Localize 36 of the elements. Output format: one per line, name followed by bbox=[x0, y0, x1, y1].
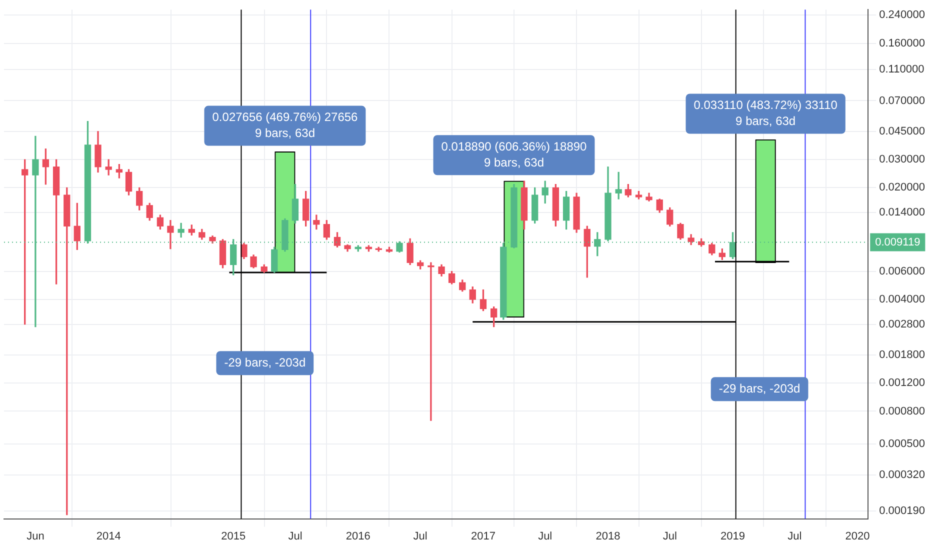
ref-line-label: 0.009119 bbox=[875, 236, 920, 248]
y-tick-label: 0.110000 bbox=[879, 63, 924, 76]
x-tick-label: 2015 bbox=[221, 530, 246, 542]
y-tick-label: 0.001200 bbox=[879, 377, 926, 390]
y-tick-label: 0.004000 bbox=[879, 294, 926, 306]
x-tick-label: 2018 bbox=[596, 530, 620, 542]
y-tick-label: 0.014000 bbox=[879, 206, 926, 219]
y-tick-label: 0.240000 bbox=[879, 9, 926, 22]
y-tick-label: 0.001800 bbox=[879, 348, 926, 361]
y-tick-label: 0.045000 bbox=[879, 125, 926, 138]
y-tick-label: 0.000320 bbox=[879, 468, 926, 481]
x-tick-label: 2019 bbox=[720, 530, 745, 542]
y-tick-label: 0.000800 bbox=[879, 405, 926, 418]
x-tick-label: 2016 bbox=[346, 530, 370, 542]
x-tick-label: 2017 bbox=[470, 530, 496, 542]
y-tick-label: 0.070000 bbox=[879, 94, 926, 107]
annotation: 0.033110 (483.72%) 33110 9 bars, 63d bbox=[694, 98, 838, 128]
x-tick-label: Jun bbox=[26, 530, 44, 542]
y-tick-label: 0.020000 bbox=[879, 182, 926, 194]
annotation: 0.018890 (606.36%) 18890 9 bars, 63d bbox=[441, 139, 588, 170]
y-tick-label: 0.002800 bbox=[879, 318, 926, 330]
x-tick-label: Jul bbox=[538, 530, 552, 542]
x-tick-label: Jul bbox=[413, 530, 428, 542]
x-tick-label: Jul bbox=[288, 530, 302, 542]
x-tick-label: 2014 bbox=[96, 530, 121, 542]
annotation: -29 bars, -203d bbox=[718, 381, 800, 396]
x-tick-label: Jul bbox=[788, 530, 802, 542]
annotation: 0.027656 (469.76%) 27656 9 bars, 63d bbox=[212, 110, 358, 140]
x-tick-label: 2020 bbox=[845, 530, 870, 542]
y-tick-label: 0.000500 bbox=[879, 438, 926, 450]
y-tick-label: 0.160000 bbox=[879, 37, 926, 50]
y-tick-label: 0.030000 bbox=[879, 154, 926, 166]
y-tick-label: 0.006000 bbox=[879, 265, 926, 278]
x-tick-label: Jul bbox=[662, 530, 677, 542]
annotation: -29 bars, -203d bbox=[224, 355, 306, 370]
y-tick-label: 0.000190 bbox=[879, 505, 926, 518]
